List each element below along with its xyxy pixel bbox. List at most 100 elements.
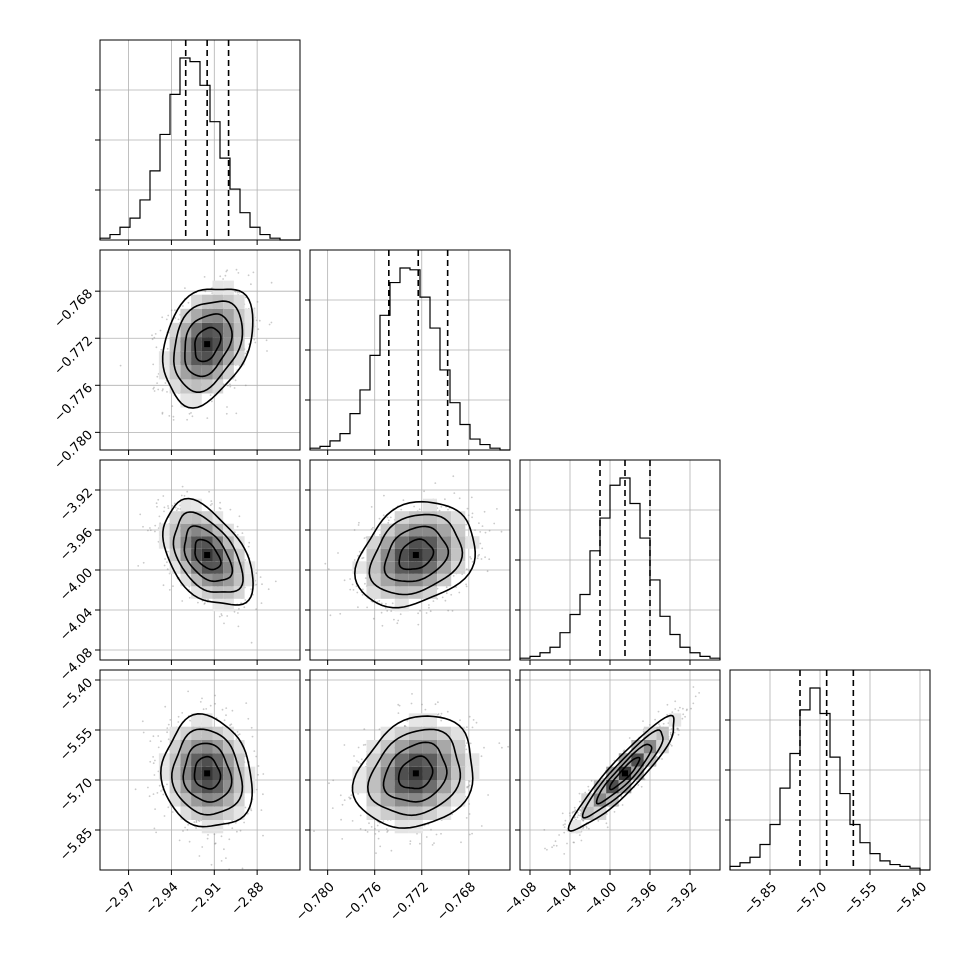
density-cell: [223, 548, 234, 562]
density-cell: [233, 573, 245, 587]
sample-point: [496, 508, 498, 510]
sample-point: [223, 719, 226, 722]
sample-point: [468, 833, 471, 836]
sample-point: [343, 744, 346, 746]
sample-point: [425, 836, 428, 838]
sample-point: [226, 269, 229, 272]
panel-3-0: [95, 669, 301, 875]
density-cell: [422, 793, 437, 807]
sample-point: [187, 823, 190, 826]
density-cell: [223, 280, 234, 295]
sample-point: [168, 415, 171, 417]
density-cell: [394, 726, 409, 740]
sample-point: [478, 553, 480, 556]
density-cell: [180, 573, 192, 587]
density-cell: [201, 365, 213, 380]
sample-point: [227, 384, 229, 387]
density-cell: [212, 365, 224, 380]
contour-0: [194, 326, 222, 363]
sample-point: [398, 704, 401, 707]
density-cell: [169, 322, 181, 337]
sample-point: [445, 592, 448, 595]
peak-marker: [204, 770, 211, 777]
density-cell: [233, 351, 245, 366]
sample-point: [498, 742, 501, 744]
sample-point: [488, 529, 491, 532]
sample-point: [163, 506, 166, 509]
density-cell: [366, 780, 381, 794]
sample-point: [161, 316, 164, 319]
sample-point: [171, 811, 174, 813]
sample-point: [160, 740, 162, 743]
sample-point: [221, 708, 224, 711]
sample-point: [237, 625, 240, 628]
sample-point: [404, 725, 406, 727]
sample-point: [210, 863, 213, 866]
density-cell: [244, 780, 256, 794]
sample-point: [204, 602, 206, 604]
sample-point: [250, 726, 253, 729]
density-cell: [169, 740, 181, 754]
sample-point: [447, 609, 450, 612]
sample-point: [164, 558, 167, 560]
sample-point: [186, 829, 189, 831]
sample-point: [214, 842, 216, 845]
sample-point: [353, 755, 355, 757]
density-cell: [169, 365, 181, 380]
sample-point: [377, 837, 380, 840]
sample-point: [260, 602, 263, 604]
sample-point: [397, 619, 400, 622]
sample-point: [211, 503, 213, 505]
density-cell: [451, 548, 466, 562]
sample-point: [481, 525, 484, 527]
density-cell: [223, 561, 234, 574]
sample-point: [493, 522, 496, 525]
density-cell: [158, 766, 170, 780]
density-cell: [180, 351, 192, 366]
sample-point: [357, 793, 359, 795]
density-cell: [422, 498, 437, 512]
sample-point: [466, 742, 468, 744]
sample-point: [357, 761, 360, 764]
sample-point: [203, 276, 206, 278]
sample-point: [177, 507, 179, 510]
sample-point: [166, 727, 169, 729]
sample-point: [378, 728, 381, 731]
sample-point: [166, 391, 168, 393]
sample-point: [206, 837, 209, 840]
sample-point: [152, 762, 155, 765]
density-cell: [169, 523, 181, 537]
density-cell: [180, 365, 192, 380]
sample-point: [313, 830, 315, 832]
sample-point: [255, 583, 258, 586]
panel-2-0: [95, 459, 301, 665]
sample-point: [355, 585, 358, 587]
sample-point: [476, 557, 479, 560]
density-cell: [191, 753, 202, 767]
sample-point: [142, 731, 145, 734]
sample-point: [155, 831, 158, 834]
sample-point: [380, 611, 383, 614]
sample-point: [348, 796, 350, 799]
sample-point: [165, 318, 168, 321]
sample-point: [119, 364, 122, 367]
sample-point: [262, 834, 264, 837]
sample-point: [468, 715, 471, 718]
sample-point: [254, 341, 257, 344]
sample-point: [435, 833, 438, 836]
sample-point: [201, 846, 204, 848]
sample-point: [152, 756, 155, 758]
sample-point: [357, 524, 360, 526]
sample-point: [465, 748, 468, 751]
sample-point: [444, 498, 446, 501]
density-cell: [212, 766, 224, 780]
sample-point: [234, 290, 237, 293]
sample-point: [225, 714, 227, 717]
sample-point: [172, 415, 175, 418]
density-cell: [201, 511, 213, 524]
contour-1: [182, 742, 233, 803]
contour-1: [382, 741, 448, 803]
density-cell: [422, 780, 437, 794]
sample-point: [195, 819, 198, 822]
density-cell: [180, 753, 192, 767]
